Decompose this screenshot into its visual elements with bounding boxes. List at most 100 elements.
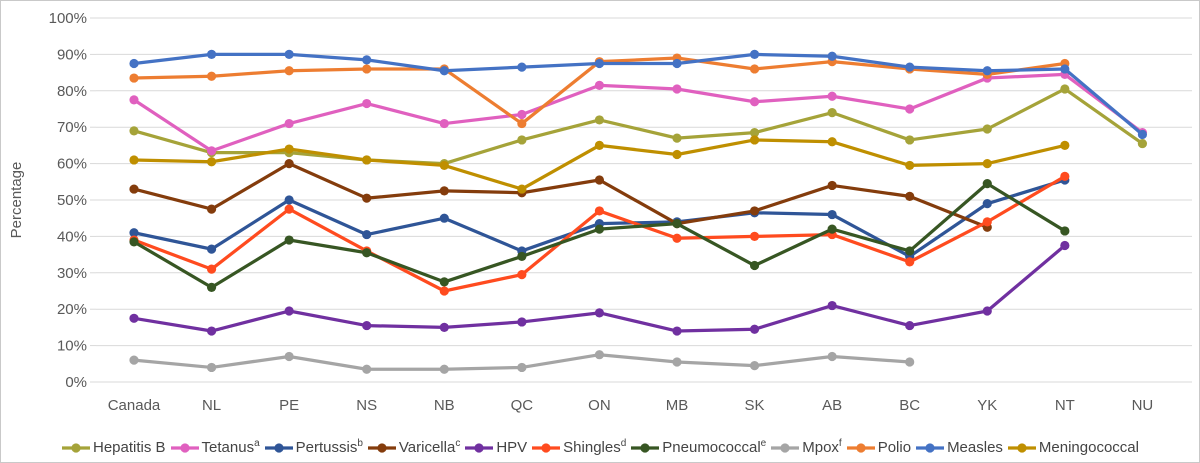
data-point-marker [517,270,527,280]
data-point-marker [982,124,992,134]
y-tick-label: 80% [57,83,87,100]
legend-swatch [916,442,945,453]
data-point-marker [206,362,217,373]
legend-item-polio: Polio [846,439,911,456]
legend-label: Tetanusa [201,438,260,457]
y-tick-label: 90% [57,46,87,63]
legend-swatch [1007,442,1036,453]
data-point-marker [594,350,605,360]
data-point-marker [206,157,217,167]
data-point-marker [284,204,294,214]
legend-swatch [631,442,660,453]
y-tick-label: 40% [57,228,87,245]
data-point-marker [594,308,605,318]
data-point-marker [362,229,372,240]
data-point-marker [982,199,992,209]
legend-item-varicella: Varicellac [367,439,460,456]
legend-item-mpox: Mpoxf [770,438,842,457]
data-point-marker [905,246,915,256]
data-point-marker [905,104,915,114]
legend-label: Measles [947,439,1003,456]
data-point-marker [362,364,372,374]
data-point-marker [362,320,372,331]
data-point-marker [284,66,294,76]
legend-item-hpv: HPV [464,439,527,456]
legend-label: Mpoxf [802,438,842,457]
series-line-tetanus [132,72,1145,153]
data-point-marker [905,160,915,171]
series-line-hepatitis-b [132,87,1145,166]
data-point-marker [594,140,605,150]
data-point-marker [749,361,760,371]
x-tick-label: NT [1055,397,1075,414]
legend-swatch [62,442,90,453]
data-point-marker [1060,171,1070,181]
legend-marker [274,442,284,453]
data-point-marker [827,51,837,61]
data-point-marker [827,209,837,220]
data-point-marker [439,186,449,196]
data-point-marker [517,109,527,120]
legend-item-tetanus: Tetanusa [170,439,260,456]
x-tick-label: ON [588,397,611,414]
legend-label: Pneumococcale [662,438,767,457]
data-point-marker [517,184,527,194]
y-axis-label: Percentage [8,162,25,239]
data-point-marker [827,224,837,234]
data-point-marker [129,73,139,83]
data-point-marker [1137,129,1148,140]
data-point-marker [517,62,527,72]
data-point-marker [362,64,372,74]
legend-label: Meningococcal [1038,439,1139,456]
data-point-marker [362,248,372,258]
data-point-marker [749,206,760,216]
y-tick-label: 50% [57,192,87,209]
data-point-marker [982,66,992,76]
data-point-marker [749,231,760,241]
data-point-marker [1060,140,1070,150]
y-tick-label: 30% [57,265,87,282]
data-point-marker [905,62,915,72]
y-tick-label: 70% [57,119,87,136]
legend-swatch [532,442,561,453]
series-line-hpv [132,243,1067,333]
data-point-marker [129,126,139,136]
data-point-marker [672,219,682,229]
legend-swatch [771,442,800,453]
x-tick-label: SK [745,397,765,414]
chart-legend: Hepatitis B Tetanusa Pertussisb Varicellac H… [1,439,1199,456]
data-point-marker [206,204,217,214]
data-point-marker [129,95,139,105]
data-point-marker [749,64,760,74]
data-point-marker [749,128,760,138]
x-tick-label: NU [1132,397,1154,414]
legend-swatch [367,442,396,453]
data-point-marker [439,286,449,296]
legend-marker [780,442,790,453]
legend-label: Hepatitis B [93,439,166,456]
data-point-marker [672,84,682,94]
data-point-marker [594,115,605,125]
legend-marker [474,442,484,453]
data-point-marker [672,149,682,160]
legend-label: Polio [877,439,912,456]
plot-area: 0% 10% 20% 30% 40% 50% 60% 70% 80% 90% 100% Canada N… [8,10,1192,414]
data-point-marker [206,264,217,274]
x-tick-label: BC [899,397,920,414]
data-point-marker [1060,226,1070,236]
data-point-marker [672,133,682,143]
legend-marker [179,442,190,453]
data-point-marker [206,326,217,336]
data-point-marker [827,91,837,101]
legend-swatch [465,442,494,453]
data-point-marker [827,180,837,191]
data-point-marker [206,146,217,156]
data-point-marker [594,175,605,185]
data-point-marker [362,155,372,165]
legend-item-pneumococcal: Pneumococcale [630,439,766,456]
data-point-marker [284,306,294,316]
data-point-marker [284,49,294,60]
data-point-marker [439,118,449,129]
y-tick-label: 10% [57,338,87,355]
data-point-marker [982,159,992,169]
